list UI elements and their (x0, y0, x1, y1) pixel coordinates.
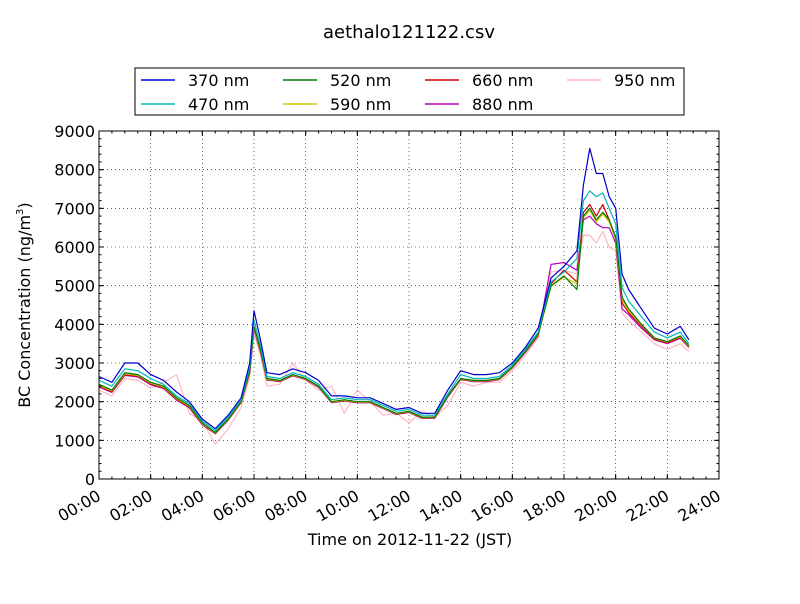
legend-label: 520 nm (330, 71, 391, 90)
x-tick-label: 22:00 (623, 486, 672, 526)
legend-label: 950 nm (614, 71, 675, 90)
x-tick-label: 02:00 (106, 486, 155, 526)
legend-frame (134, 67, 685, 116)
series-line-880-nm (98, 215, 690, 435)
y-tick-label: 4000 (54, 315, 95, 334)
y-tick-label: 9000 (54, 122, 95, 141)
x-tick-label: 10:00 (313, 486, 362, 526)
y-tick-label: 6000 (54, 238, 95, 257)
y-axis-label-tail: ) (15, 202, 34, 208)
series-line-660-nm (98, 203, 690, 434)
legend-label: 660 nm (472, 71, 533, 90)
legend: 370 nm 470 nm 520 nm 590 nm 660 nm 880 nm 950 … (134, 67, 685, 116)
x-tick-label: 12:00 (365, 486, 414, 526)
y-tick-label: 7000 (54, 199, 95, 218)
series-line-520-nm (98, 207, 690, 434)
x-tick-label: 24:00 (675, 486, 724, 526)
legend-label: 370 nm (188, 71, 249, 90)
x-tick-label: 04:00 (158, 486, 207, 526)
legend-label: 590 nm (330, 95, 391, 114)
y-tick-label: 0 (85, 470, 95, 489)
legend-label: 470 nm (188, 95, 249, 114)
x-tick-label: 08:00 (261, 486, 310, 526)
series-line-470-nm (98, 190, 690, 432)
axis-ticks: 00:00 02:00 04:00 06:00 08:00 10:00 12:00 14:00… (54, 122, 724, 526)
series-line-370-nm (98, 147, 690, 430)
x-tick-label: 20:00 (571, 486, 620, 526)
y-tick-label: 3000 (54, 354, 95, 373)
y-axis-label: BC Concentration (ng/m3) (15, 202, 34, 407)
x-tick-label: 16:00 (468, 486, 517, 526)
y-tick-label: 8000 (54, 161, 95, 180)
series-line-950-nm (98, 230, 690, 445)
chart-title: aethalo121122.csv (323, 22, 495, 43)
legend-label: 880 nm (472, 95, 533, 114)
x-tick-label: 00:00 (55, 486, 104, 526)
x-tick-label: 18:00 (520, 486, 569, 526)
x-tick-label: 14:00 (416, 486, 465, 526)
x-axis-label: Time on 2012-11-22 (JST) (307, 530, 512, 549)
y-tick-label: 2000 (54, 393, 95, 412)
y-axis-label-superscript: 3 (15, 209, 26, 215)
x-tick-label: 06:00 (210, 486, 259, 526)
y-tick-label: 1000 (54, 431, 95, 450)
y-tick-label: 5000 (54, 277, 95, 296)
series-layer (98, 147, 690, 445)
y-axis-label-main: BC Concentration (ng/m (15, 215, 34, 408)
